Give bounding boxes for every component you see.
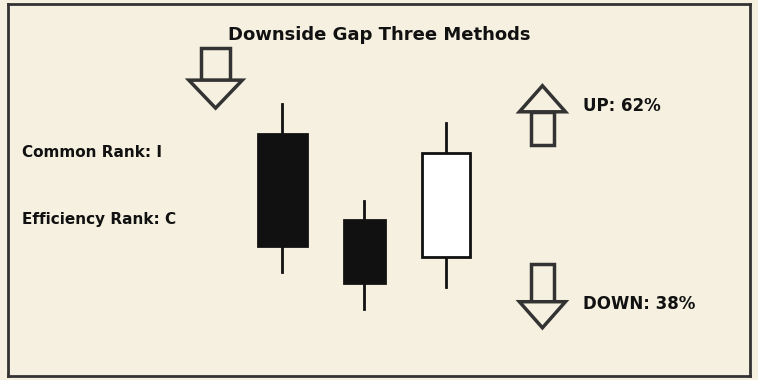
Bar [531, 264, 554, 302]
Bar [421, 153, 470, 257]
Polygon shape [519, 302, 565, 328]
Bar [202, 49, 230, 80]
Text: Downside Gap Three Methods: Downside Gap Three Methods [227, 26, 531, 44]
Bar [531, 112, 554, 145]
Bar [343, 220, 384, 283]
Text: Efficiency Rank: C: Efficiency Rank: C [23, 212, 177, 227]
Text: Common Rank: I: Common Rank: I [23, 145, 162, 160]
Polygon shape [519, 86, 565, 112]
Polygon shape [189, 80, 243, 108]
Bar [258, 134, 306, 246]
Text: UP: 62%: UP: 62% [583, 97, 661, 115]
Text: DOWN: 38%: DOWN: 38% [583, 294, 696, 313]
